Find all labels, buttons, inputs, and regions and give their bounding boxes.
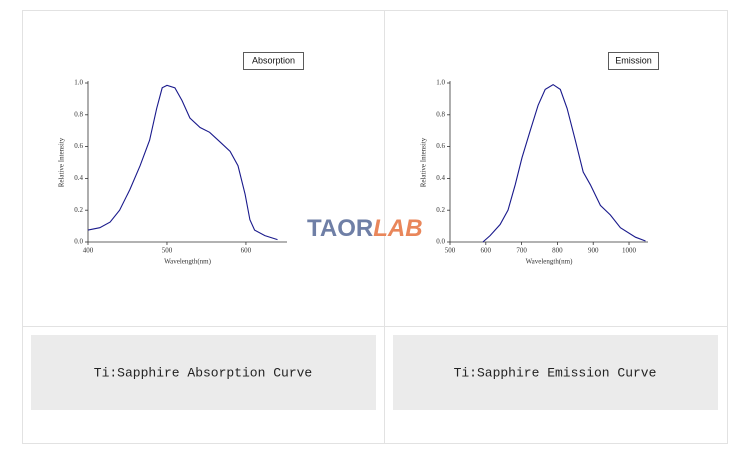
- caption-box: [31, 335, 376, 410]
- y-tick-label: 0.2: [74, 206, 83, 214]
- y-axis-label: Relative Intensity: [420, 137, 428, 187]
- legend-box: [243, 52, 304, 70]
- y-tick-label: 0.4: [74, 174, 83, 182]
- caption-box: [393, 335, 718, 410]
- x-tick-label: 1000: [622, 247, 637, 255]
- y-tick-label: 0.6: [436, 142, 445, 150]
- x-tick-label: 900: [588, 247, 599, 255]
- x-axis-label: Wavelength(nm): [526, 258, 574, 266]
- x-tick-label: 500: [445, 247, 456, 255]
- x-tick-label: 500: [162, 247, 173, 255]
- caption: Ti:Sapphire Emission Curve: [454, 365, 657, 380]
- y-tick-label: 0.4: [436, 174, 445, 182]
- watermark: TAORLAB: [307, 215, 423, 242]
- watermark-part: LAB: [373, 215, 422, 242]
- y-tick-label: 0.0: [74, 238, 83, 246]
- y-tick-label: 0.2: [436, 206, 445, 214]
- x-tick-label: 800: [552, 247, 563, 255]
- caption: Ti:Sapphire Absorption Curve: [94, 365, 312, 380]
- x-axis-label: Wavelength(nm): [164, 258, 212, 266]
- legend-label: Absorption: [252, 55, 295, 65]
- legend-label: Emission: [615, 55, 652, 65]
- y-tick-label: 0.8: [74, 110, 83, 118]
- y-tick-label: 0.8: [436, 110, 445, 118]
- x-tick-label: 400: [83, 247, 94, 255]
- y-tick-label: 1.0: [74, 79, 83, 87]
- line: [482, 83, 646, 243]
- line: [87, 84, 278, 241]
- watermark-part: TAOR: [307, 215, 373, 242]
- legend-box: [608, 52, 659, 70]
- y-tick-label: 0.0: [436, 238, 445, 246]
- y-axis-label: Relative Intensity: [58, 137, 66, 187]
- x-tick-label: 600: [481, 247, 492, 255]
- y-tick-label: 0.6: [74, 142, 83, 150]
- x-tick-label: 700: [516, 247, 527, 255]
- y-tick-label: 1.0: [436, 79, 445, 87]
- x-tick-label: 600: [241, 247, 252, 255]
